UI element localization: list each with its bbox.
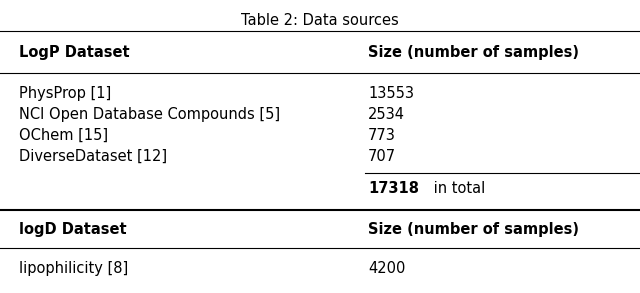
Text: OChem [15]: OChem [15]	[19, 128, 108, 143]
Text: lipophilicity [8]: lipophilicity [8]	[19, 261, 129, 277]
Text: 17318: 17318	[368, 181, 419, 197]
Text: DiverseDataset [12]: DiverseDataset [12]	[19, 149, 167, 164]
Text: LogP Dataset: LogP Dataset	[19, 45, 130, 60]
Text: 773: 773	[368, 128, 396, 143]
Text: 2534: 2534	[368, 107, 405, 122]
Text: Size (number of samples): Size (number of samples)	[368, 45, 579, 60]
Text: in total: in total	[429, 181, 485, 197]
Text: Size (number of samples): Size (number of samples)	[368, 222, 579, 237]
Text: 13553: 13553	[368, 86, 414, 101]
Text: 707: 707	[368, 149, 396, 164]
Text: NCI Open Database Compounds [5]: NCI Open Database Compounds [5]	[19, 107, 280, 122]
Text: PhysProp [1]: PhysProp [1]	[19, 86, 111, 101]
Text: 4200: 4200	[368, 261, 405, 277]
Text: Table 2: Data sources: Table 2: Data sources	[241, 13, 399, 28]
Text: logD Dataset: logD Dataset	[19, 222, 127, 237]
